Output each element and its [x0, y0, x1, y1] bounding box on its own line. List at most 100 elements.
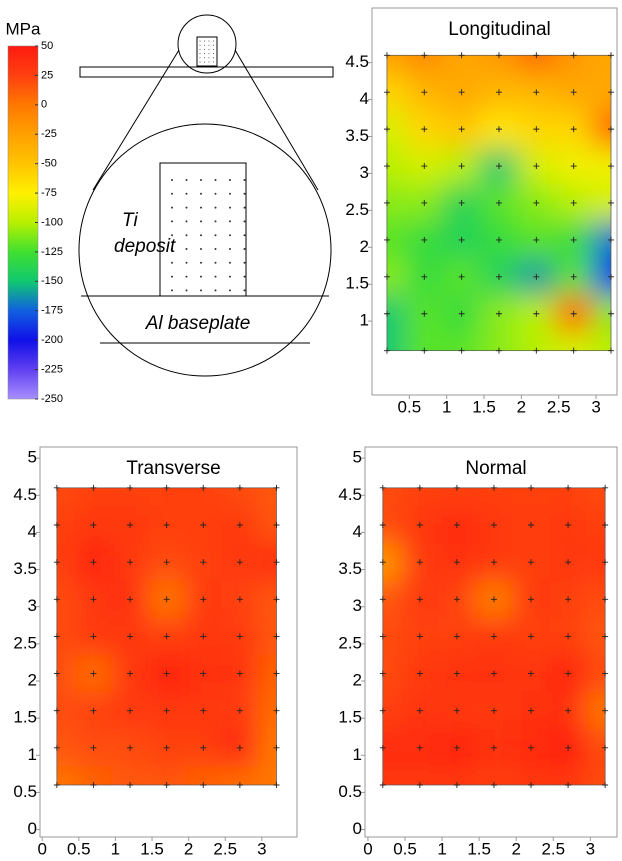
x-tick-label: 2 — [511, 839, 520, 856]
dot — [171, 220, 173, 223]
cell — [549, 487, 587, 507]
cell — [56, 692, 76, 730]
measurement-point — [53, 484, 60, 491]
cell — [56, 766, 76, 785]
measurement-point — [490, 782, 497, 788]
dot — [171, 275, 173, 278]
cell — [382, 617, 402, 655]
measurement-point — [490, 484, 497, 491]
measurement-point — [53, 707, 60, 714]
dot — [213, 48, 214, 50]
y-tick-label: 3 — [353, 596, 362, 615]
measurement-point — [458, 199, 465, 206]
measurement-point — [90, 670, 97, 677]
measurement-point — [453, 559, 460, 566]
measurement-point — [53, 559, 60, 566]
cell — [555, 332, 593, 351]
measurement-point — [163, 596, 170, 603]
dot — [185, 275, 188, 278]
measurement-point — [127, 559, 134, 566]
cell — [592, 73, 612, 111]
y-tick-label: 4.5 — [13, 485, 37, 504]
measurement-point — [379, 782, 386, 788]
measurement-point — [416, 744, 423, 751]
measurement-point — [608, 126, 615, 133]
measurement-point — [383, 199, 390, 206]
measurement-point — [236, 484, 243, 491]
cell — [592, 55, 612, 74]
measurement-point — [608, 89, 615, 96]
measurement-point — [421, 199, 428, 206]
y-tick-label: 4 — [360, 89, 369, 108]
measurement-point — [90, 782, 97, 788]
cell — [382, 729, 402, 767]
cell — [386, 258, 406, 296]
measurement-point — [379, 484, 386, 491]
measurement-point — [458, 347, 465, 354]
measurement-point — [528, 484, 535, 491]
measurement-point — [453, 633, 460, 640]
measurement-point — [236, 670, 243, 677]
dot — [243, 261, 246, 264]
measurement-point — [273, 670, 280, 677]
y-tick-label: 2.5 — [345, 200, 369, 219]
measurement-point — [495, 163, 502, 170]
dot — [213, 57, 214, 59]
measurement-point — [379, 744, 386, 751]
measurement-point — [163, 670, 170, 677]
measurement-point — [458, 52, 465, 59]
dot — [229, 234, 231, 237]
x-tick-label: 3 — [586, 839, 595, 856]
dot — [214, 206, 217, 209]
measurement-point — [565, 633, 572, 640]
dot — [229, 206, 231, 209]
measurement-point — [273, 484, 280, 491]
cell — [386, 147, 406, 185]
measurement-point — [602, 707, 609, 714]
cell — [480, 55, 518, 74]
cell — [586, 617, 606, 655]
measurement-point — [533, 236, 540, 243]
cell — [148, 766, 185, 785]
dot — [243, 289, 246, 292]
measurement-point — [421, 310, 428, 317]
measurement-point — [533, 52, 540, 59]
dot — [214, 220, 217, 223]
measurement-point — [570, 273, 577, 280]
measurement-point — [127, 744, 134, 751]
dot — [204, 40, 205, 42]
chart-title: Longitudinal — [448, 19, 550, 40]
measurement-point — [383, 52, 390, 59]
dot — [229, 179, 231, 181]
cell — [475, 766, 513, 785]
measurement-point — [570, 126, 577, 133]
cell — [221, 487, 259, 507]
y-tick-label: 0 — [28, 819, 37, 838]
measurement-point — [236, 782, 243, 788]
dot — [229, 275, 231, 278]
measurement-point — [53, 744, 60, 751]
x-tick-label: 0.5 — [393, 839, 417, 856]
colorbar-tick-label: -50 — [41, 158, 57, 170]
cell — [586, 729, 606, 767]
y-tick-label: 3.5 — [338, 559, 362, 578]
measurement-point — [416, 484, 423, 491]
measurement-point — [200, 670, 207, 677]
measurement-point — [608, 347, 615, 354]
y-tick-label: 0.5 — [13, 782, 37, 801]
measurement-point — [200, 522, 207, 528]
measurement-point — [533, 163, 540, 170]
measurement-point — [127, 670, 134, 677]
measurement-point — [379, 522, 386, 528]
measurement-point — [127, 707, 134, 714]
cell — [148, 487, 185, 507]
x-tick-label: 1 — [111, 839, 120, 856]
measurement-point — [273, 596, 280, 603]
y-tick-label: 3.5 — [13, 559, 37, 578]
measurement-point — [273, 707, 280, 714]
dot — [229, 220, 231, 223]
measurement-point — [53, 633, 60, 640]
cell — [184, 487, 222, 507]
y-tick-label: 3.5 — [345, 126, 369, 145]
